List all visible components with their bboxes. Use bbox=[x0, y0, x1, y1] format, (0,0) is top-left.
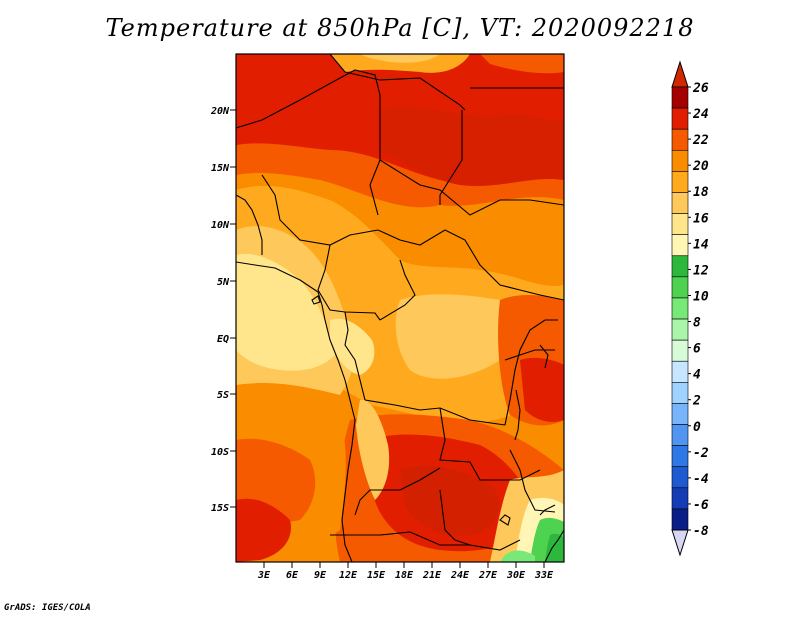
colorbar-swatch bbox=[671, 360, 689, 383]
lon-tick-label: 27E bbox=[478, 570, 498, 581]
colorbar-swatch bbox=[671, 339, 689, 362]
lon-tick-label: 12E bbox=[339, 570, 358, 581]
colorbar-label: -4 bbox=[693, 472, 709, 487]
map-frame bbox=[235, 53, 565, 563]
colorbar-label: 14 bbox=[693, 237, 709, 252]
colorbar-swatch bbox=[671, 107, 689, 130]
colorbar-label: 22 bbox=[692, 133, 709, 148]
lat-tick-label: 15N bbox=[211, 163, 230, 174]
colorbar-swatch bbox=[671, 297, 689, 320]
colorbar-swatch bbox=[671, 86, 689, 109]
colorbar-swatch bbox=[671, 149, 689, 172]
colorbar-label: 8 bbox=[693, 316, 701, 331]
colorbar-swatch bbox=[671, 403, 689, 425]
lon-tick-label: 15E bbox=[367, 570, 386, 581]
colorbar-label: -8 bbox=[693, 524, 709, 539]
colorbar-label: 16 bbox=[693, 211, 709, 226]
colorbar-swatch bbox=[671, 508, 689, 531]
colorbar-swatch bbox=[671, 318, 689, 341]
lat-tick-label: 5N bbox=[217, 277, 230, 288]
lat-tick-label: 5S bbox=[217, 390, 229, 401]
colorbar-swatch bbox=[671, 192, 689, 214]
lon-tick-label: 9E bbox=[314, 570, 327, 581]
colorbar-swatch bbox=[671, 487, 689, 510]
colorbar-swatch bbox=[671, 213, 689, 235]
lat-tick-label: 10S bbox=[211, 447, 229, 458]
lat-tick-label: EQ bbox=[217, 334, 229, 345]
chart-title: Temperature at 850hPa [C], VT: 202009221… bbox=[105, 14, 695, 42]
colorbar-label: -2 bbox=[693, 446, 709, 461]
colorbar-label: 12 bbox=[693, 263, 709, 278]
colorbar-label: 24 bbox=[692, 107, 709, 122]
lon-tick-label: 21E bbox=[422, 570, 442, 581]
colorbar-label: 0 bbox=[693, 420, 701, 435]
lat-tick-label: 20N bbox=[210, 106, 230, 117]
lon-tick-label: 6E bbox=[286, 570, 299, 581]
credit-text: GrADS: IGES/COLA bbox=[4, 603, 91, 613]
colorbar-label: 2 bbox=[692, 394, 701, 409]
colorbar-label: 20 bbox=[692, 159, 709, 174]
colorbar-over-triangle bbox=[671, 60, 689, 88]
lon-tick-label: 33E bbox=[534, 570, 554, 581]
colorbar-label: 10 bbox=[693, 289, 709, 304]
lat-axis: 20N 15N 10N 5N EQ 5S 10S 15S bbox=[210, 106, 236, 514]
lon-tick-label: 18E bbox=[395, 570, 414, 581]
colorbar-swatch bbox=[671, 382, 689, 404]
colorbar-swatch bbox=[671, 466, 689, 489]
colorbar-label: -6 bbox=[693, 498, 709, 513]
lat-tick-label: 10N bbox=[211, 220, 230, 231]
colorbar-swatch bbox=[671, 424, 689, 446]
country-borders bbox=[236, 54, 564, 551]
lon-axis: 3E 6E 9E 12E 15E 18E 21E 24E 27E 30E 33E bbox=[257, 562, 554, 581]
coastlines bbox=[236, 194, 564, 562]
colorbar-swatch bbox=[671, 171, 689, 193]
colorbar-swatch bbox=[671, 234, 689, 257]
lat-tick-label: 15S bbox=[211, 503, 229, 514]
colorbar-label: 26 bbox=[692, 81, 709, 96]
lon-tick-label: 3E bbox=[257, 570, 271, 581]
colorbar-swatch bbox=[671, 128, 689, 151]
colorbar-swatch bbox=[671, 255, 689, 278]
colorbar-label: 6 bbox=[693, 342, 701, 357]
colorbar-label: 18 bbox=[693, 185, 709, 200]
colorbar-label: 4 bbox=[693, 368, 701, 383]
colorbar-under-triangle bbox=[671, 529, 689, 557]
colorbar-swatch bbox=[671, 276, 689, 299]
colorbar-swatch bbox=[671, 445, 689, 468]
lon-tick-label: 24E bbox=[450, 570, 470, 581]
lon-tick-label: 30E bbox=[506, 570, 526, 581]
